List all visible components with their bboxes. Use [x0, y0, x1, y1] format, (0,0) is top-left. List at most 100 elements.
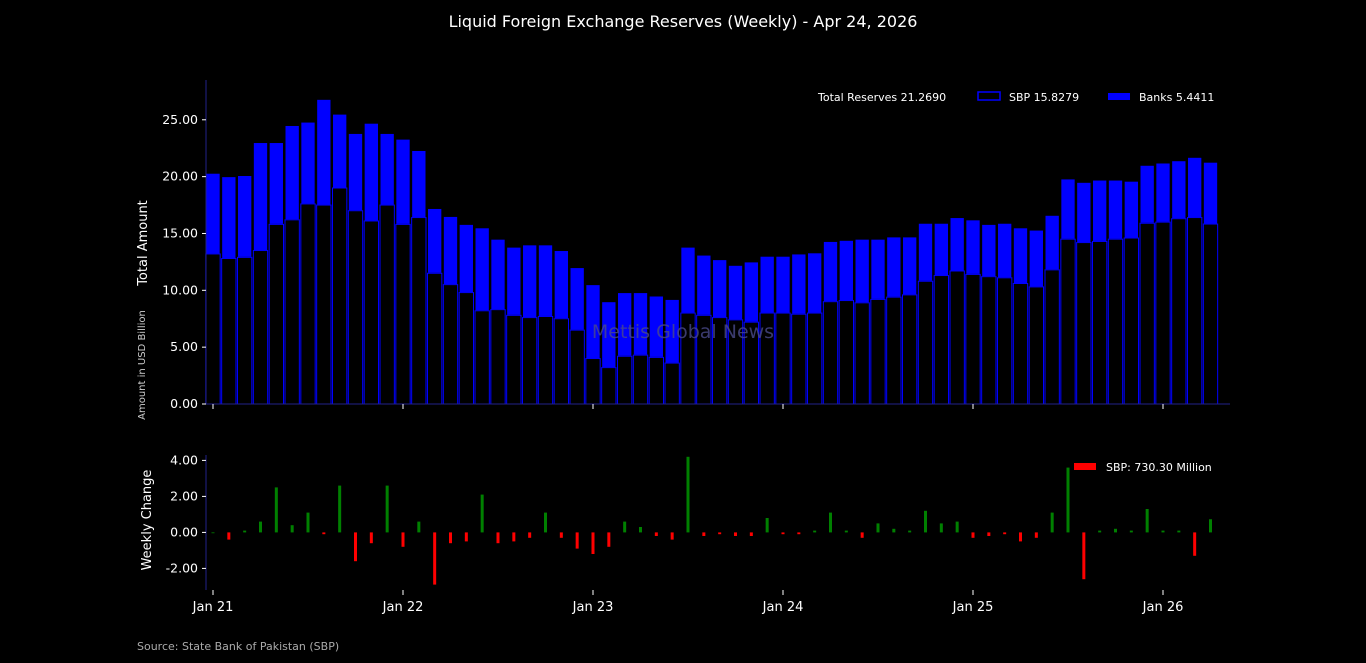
banks-bar [1107, 179, 1124, 240]
sbp-bar [886, 296, 902, 405]
sbp-bar [316, 204, 332, 405]
change-bar [338, 485, 342, 533]
banks-bar [1171, 160, 1187, 220]
change-bar [844, 530, 848, 533]
change-bar [512, 532, 516, 542]
banks-bar [1187, 156, 1203, 219]
banks-bar [553, 250, 570, 320]
sbp-bar [237, 256, 253, 405]
sbp-bar [1092, 240, 1108, 405]
sbp-bar [1171, 218, 1187, 405]
banks-bar [1123, 180, 1139, 239]
banks-bar [949, 217, 965, 272]
change-bar [464, 532, 468, 542]
banks-bar [791, 253, 807, 315]
change-bar [702, 532, 706, 536]
banks-bar [965, 219, 981, 275]
x-tick-label: Jan 26 [1142, 600, 1184, 615]
banks-bar [1155, 162, 1171, 223]
chart-title: Liquid Foreign Exchange Reserves (Weekly… [449, 12, 918, 31]
change-bar [670, 532, 674, 540]
sbp-bar [379, 204, 395, 405]
change-bar [1066, 467, 1070, 533]
y-tick-label-top: 0.00 [170, 396, 198, 411]
banks-bar [743, 261, 760, 323]
change-bar [1082, 532, 1086, 580]
change-bar [749, 532, 753, 536]
change-bar [274, 487, 278, 533]
change-bar [385, 485, 389, 533]
change-bar [322, 532, 326, 535]
sbp-bar [205, 253, 221, 405]
change-bar [243, 530, 247, 533]
change-bar [1161, 530, 1165, 533]
x-tick-label: Jan 24 [762, 600, 804, 615]
change-bar [623, 521, 627, 533]
change-bar [908, 530, 912, 533]
y-tick-label-top: 25.00 [162, 112, 198, 127]
banks-bar [537, 244, 554, 317]
change-bar [211, 532, 215, 534]
sbp-bar [474, 310, 490, 405]
sbp-bar [1123, 237, 1139, 405]
banks-bar [522, 244, 538, 319]
change-bar [575, 532, 579, 549]
sbp-bar [553, 318, 570, 405]
banks-bar [474, 227, 490, 312]
change-bar [1098, 530, 1102, 533]
y-tick-label-top: 15.00 [162, 225, 198, 240]
change-bar [1129, 530, 1133, 533]
sbp-bar [395, 223, 411, 405]
x-tick-label: Jan 22 [382, 600, 424, 615]
sbp-bar [347, 210, 364, 405]
sbp-bar [917, 280, 934, 405]
sbp-bar [506, 314, 522, 405]
legend-bottom: SBP: 730.30 Million [1074, 461, 1212, 474]
change-bar [480, 494, 484, 533]
banks-bar [997, 222, 1013, 279]
sbp-bar [854, 302, 870, 405]
change-bar [955, 521, 959, 533]
y-tick-label-bottom: 4.00 [170, 452, 198, 467]
sbp-bar [363, 220, 379, 405]
banks-bar [680, 246, 696, 314]
sbp-bar [981, 276, 997, 405]
banks-bar [300, 121, 316, 205]
banks-bar [854, 238, 870, 304]
sbp-bar [664, 362, 680, 405]
legend-sbp-swatch [977, 91, 1001, 101]
legend-change-swatch [1074, 463, 1096, 470]
change-bar [290, 525, 294, 533]
sbp-bar [537, 315, 554, 405]
change-bar [401, 532, 405, 547]
y-tick-label-top: 10.00 [162, 282, 198, 297]
banks-bar [1044, 214, 1060, 271]
y-axis-label-bottom: Weekly Change [140, 470, 155, 571]
change-bar [1177, 530, 1181, 533]
sbp-bar [522, 317, 538, 405]
change-bar [369, 532, 373, 544]
y-tick-label-bottom: -2.00 [166, 560, 198, 575]
banks-bar [870, 238, 886, 300]
sbp-bar [807, 312, 823, 405]
change-bar [591, 532, 595, 554]
banks-bar [727, 264, 744, 321]
banks-bar [838, 239, 855, 302]
change-bar [227, 532, 231, 540]
y-axis-sublabel: Amount in USD Billion [137, 310, 148, 420]
change-bar [686, 456, 690, 533]
legend-top: Total Reserves 21.2690 SBP 15.8279 Banks… [817, 91, 1214, 104]
change-bar [1193, 532, 1197, 556]
change-bar [1114, 528, 1117, 533]
banks-bar [775, 255, 791, 314]
sbp-bar [601, 367, 617, 405]
sbp-bar [902, 294, 918, 405]
sbp-bar [458, 292, 474, 405]
change-bar [1209, 519, 1212, 533]
banks-bar [316, 98, 332, 206]
change-bar [1145, 509, 1149, 533]
sbp-bar [775, 312, 791, 405]
sbp-bar [221, 257, 237, 405]
sbp-bar [332, 187, 348, 405]
